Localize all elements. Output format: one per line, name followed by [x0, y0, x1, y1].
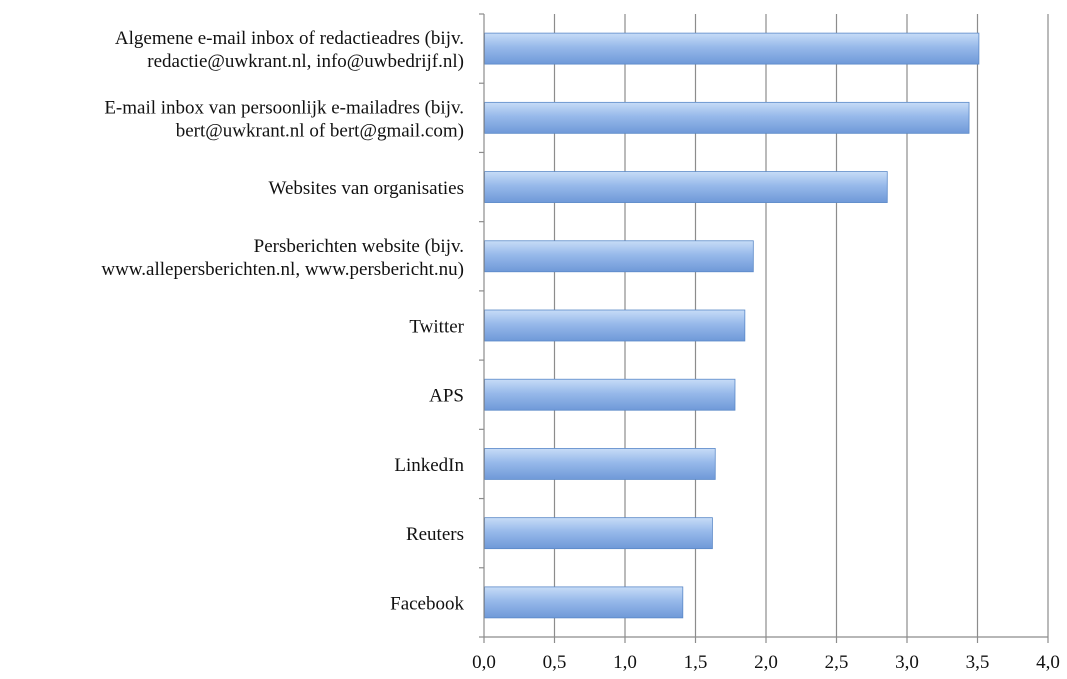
bar-7: [484, 517, 713, 550]
category-label-7-line-0: Reuters: [406, 524, 464, 545]
category-label-layer: Algemene e-mail inbox of redactieadres (…: [101, 28, 464, 614]
category-label-3-line-0: Persberichten website (bijv.: [254, 236, 464, 257]
bar-8: [484, 586, 684, 619]
x-tick-label-3: 1,5: [684, 652, 708, 673]
x-tick-label-7: 3,5: [966, 652, 990, 673]
bar-0: [484, 32, 980, 65]
bar-3: [484, 240, 754, 273]
category-label-7: Reuters: [406, 524, 464, 545]
category-label-1: E-mail inbox van persoonlijk e-mailadres…: [104, 97, 464, 141]
x-tick-label-8: 4,0: [1036, 652, 1060, 673]
x-tick-label-0: 0,0: [472, 652, 496, 673]
category-label-8: Facebook: [390, 593, 464, 614]
category-label-5-line-0: APS: [429, 386, 464, 407]
x-tick-label-4: 2,0: [754, 652, 778, 673]
category-label-3-line-1: www.allepersberichten.nl, www.persberich…: [101, 259, 464, 280]
category-label-0-line-0: Algemene e-mail inbox of redactieadres (…: [115, 28, 464, 49]
category-label-1-line-1: bert@uwkrant.nl of bert@gmail.com): [176, 120, 464, 141]
category-label-8-line-0: Facebook: [390, 593, 464, 614]
bar-1: [484, 101, 970, 134]
category-label-3: Persberichten website (bijv. www.allepers…: [101, 236, 464, 280]
category-label-6: LinkedIn: [394, 455, 464, 476]
category-label-2-line-0: Websites van organisaties: [269, 178, 464, 199]
bar-4: [484, 309, 746, 342]
bar-5: [484, 378, 736, 411]
x-tick-label-5: 2,5: [825, 652, 849, 673]
category-label-4: Twitter: [409, 317, 464, 338]
category-label-0: Algemene e-mail inbox of redactieadres (…: [115, 28, 464, 72]
category-label-0-line-1: redactie@uwkrant.nl, info@uwbedrijf.nl): [147, 51, 464, 72]
bar-layer: [484, 32, 980, 619]
category-label-1-line-0: E-mail inbox van persoonlijk e-mailadres…: [104, 97, 464, 118]
category-label-6-line-0: LinkedIn: [394, 455, 464, 476]
category-label-5: APS: [429, 386, 464, 407]
x-tick-label-2: 1,0: [613, 652, 637, 673]
bar-2: [484, 171, 888, 203]
tick-label-layer: 0,0 0,5 1,0 1,5 2,0 2,5 3,0 3,5 4,0: [472, 652, 1060, 673]
x-tick-label-1: 0,5: [543, 652, 567, 673]
bar-6: [484, 448, 716, 480]
axis-layer: [479, 13, 1049, 643]
category-label-4-line-0: Twitter: [409, 317, 464, 338]
x-tick-label-6: 3,0: [895, 652, 919, 673]
category-label-2: Websites van organisaties: [269, 178, 464, 199]
